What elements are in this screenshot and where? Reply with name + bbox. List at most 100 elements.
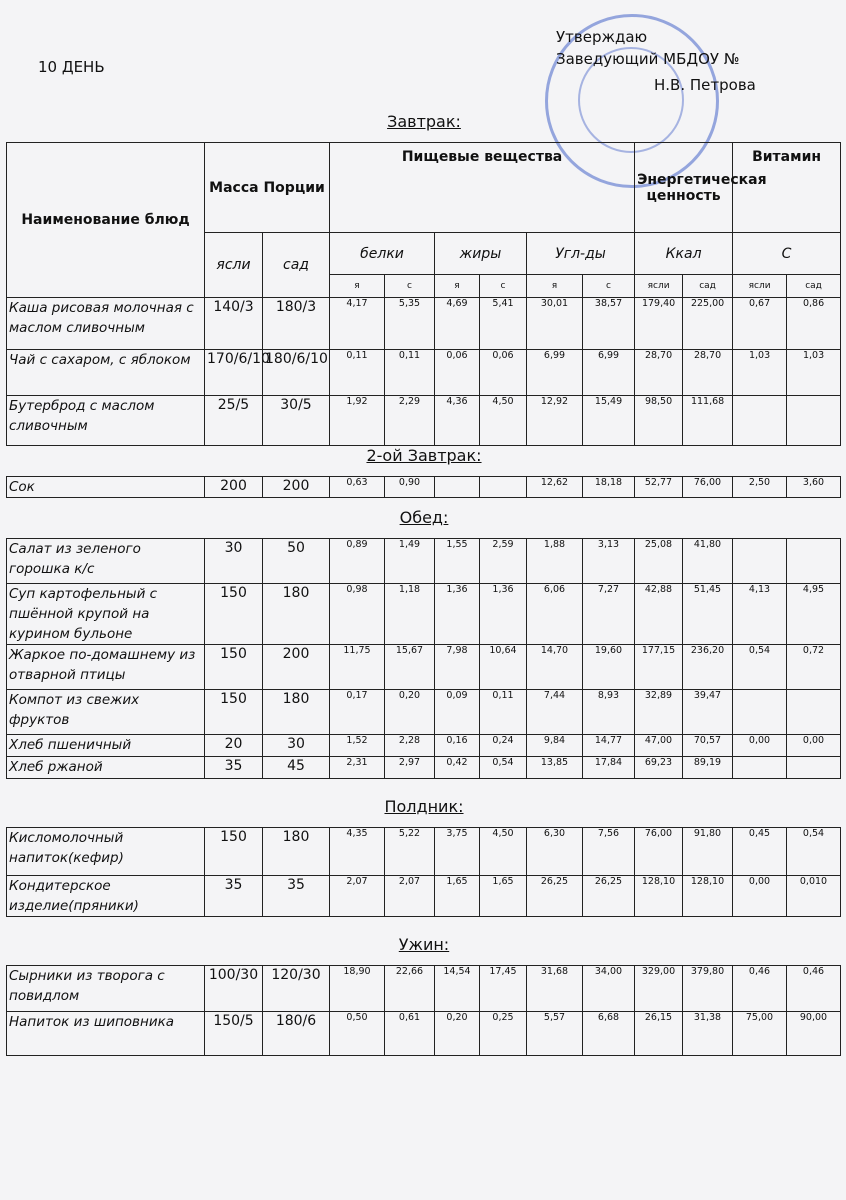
menu-table: Сырники из творога с повидлом 100/30 120/3… bbox=[6, 965, 841, 1056]
menu-table: Салат из зеленого горошка к/с 30 50 0,89 1,4… bbox=[6, 538, 841, 779]
cell-text: 150/5 bbox=[213, 1013, 254, 1029]
dish-mass: 180 bbox=[262, 583, 330, 645]
cell-text: 17,45 bbox=[489, 966, 517, 977]
dish-value: 1,03 bbox=[732, 349, 788, 396]
dish-value: 14,54 bbox=[434, 965, 480, 1012]
dish-value: 2,31 bbox=[329, 756, 385, 779]
dish-value: 0,45 bbox=[732, 827, 787, 876]
dish-value bbox=[732, 538, 787, 584]
dish-mass: 180 bbox=[262, 827, 330, 876]
dish-value: 25,08 bbox=[634, 538, 683, 584]
dish-value: 4,50 bbox=[479, 395, 527, 446]
dish-value: 2,28 bbox=[384, 734, 435, 757]
header-sub: я bbox=[434, 274, 480, 298]
signer: Н.В. Петрова bbox=[654, 76, 756, 94]
cell-text: 76,00 bbox=[644, 828, 673, 839]
dish-value: 76,00 bbox=[634, 827, 683, 876]
cell-text: 34,00 bbox=[594, 966, 623, 977]
dish-value: 3,60 bbox=[786, 476, 841, 498]
cell-text: 4,95 bbox=[802, 584, 825, 595]
cell-text: 42,88 bbox=[644, 584, 673, 595]
dish-row: Жаркое по-домашнему из отварной птицы 150… bbox=[6, 644, 841, 690]
cell-text: 91,80 bbox=[693, 828, 722, 839]
cell-text: 1,36 bbox=[492, 584, 514, 595]
section-title: Обед: bbox=[399, 508, 449, 527]
dish-mass: 35 bbox=[262, 875, 330, 917]
cell-text: 7,44 bbox=[543, 690, 566, 701]
cell-text: 0,25 bbox=[492, 1012, 514, 1023]
dish-value: 28,70 bbox=[682, 349, 734, 396]
dish-value: 26,25 bbox=[526, 875, 583, 917]
cell-text: 10,64 bbox=[489, 645, 517, 656]
dish-value: 128,10 bbox=[682, 875, 733, 917]
cell-text: 1,65 bbox=[492, 876, 514, 887]
dish-value: 42,88 bbox=[634, 583, 683, 645]
section-title: Завтрак: bbox=[387, 112, 461, 131]
dish-mass: 180/6/10 bbox=[262, 349, 330, 396]
dish-value: 236,20 bbox=[682, 644, 733, 690]
cell-text: 180 bbox=[282, 829, 310, 845]
dish-mass: 140/3 bbox=[204, 297, 263, 350]
dish-name: Каша рисовая молочная с маслом сливочным bbox=[6, 297, 205, 350]
header-group: Ккал bbox=[634, 232, 734, 275]
cell-text: 12,92 bbox=[540, 396, 569, 407]
dish-value: 8,93 bbox=[582, 689, 635, 735]
dish-value: 7,56 bbox=[582, 827, 635, 876]
cell-text: 35 bbox=[224, 877, 243, 893]
header-row: я с я с я с ясли сад ясли сад bbox=[7, 274, 842, 298]
cell-text: 200 bbox=[282, 478, 310, 494]
dish-mass: 120/30 bbox=[262, 965, 330, 1012]
dish-value: 14,70 bbox=[526, 644, 583, 690]
dish-value: 13,85 bbox=[526, 756, 583, 779]
dish-value: 0,11 bbox=[384, 349, 435, 396]
cell-text: 7,98 bbox=[446, 645, 468, 656]
cell-text: 26,15 bbox=[644, 1012, 673, 1023]
cell-text: 41,80 bbox=[693, 539, 722, 550]
cell-text: 15,67 bbox=[395, 645, 424, 656]
cell-text: 150 bbox=[220, 646, 247, 662]
cell-text: 0,20 bbox=[446, 1012, 468, 1023]
dish-value: 379,80 bbox=[682, 965, 733, 1012]
dish-value: 91,80 bbox=[682, 827, 733, 876]
cell-text: 17,84 bbox=[594, 757, 623, 768]
dish-value: 0,54 bbox=[479, 756, 527, 779]
dish-value: 225,00 bbox=[682, 297, 734, 350]
cell-text: 0,06 bbox=[446, 350, 468, 361]
dish-value: 1,36 bbox=[434, 583, 480, 645]
header-sub: с bbox=[479, 274, 527, 298]
dish-value: 90,00 bbox=[786, 1011, 841, 1056]
cell-text: 30,01 bbox=[540, 298, 569, 309]
cell-text: 31,38 bbox=[693, 1012, 722, 1023]
dish-row: Салат из зеленого горошка к/с 30 50 0,89 1,4… bbox=[6, 538, 841, 584]
cell-text: 6,30 bbox=[543, 828, 566, 839]
cell-text: 0,06 bbox=[492, 350, 514, 361]
dish-value: 1,65 bbox=[434, 875, 480, 917]
dish-name: Напиток из шиповника bbox=[6, 1011, 205, 1056]
dish-value: 1,36 bbox=[479, 583, 527, 645]
dish-value: 0,00 bbox=[786, 734, 841, 757]
header-sub: ясли bbox=[634, 274, 684, 298]
dish-value: 18,18 bbox=[582, 476, 635, 498]
dish-value: 3,75 bbox=[434, 827, 480, 876]
cell-text: 4,69 bbox=[446, 298, 468, 309]
cell-text: 38,57 bbox=[594, 298, 623, 309]
dish-value bbox=[786, 689, 841, 735]
dish-value: 2,59 bbox=[479, 538, 527, 584]
cell-text: 2,07 bbox=[398, 876, 421, 887]
dish-mass: 170/6/10 bbox=[204, 349, 270, 396]
dish-value: 32,89 bbox=[634, 689, 683, 735]
dish-value: 26,15 bbox=[634, 1011, 683, 1056]
dish-mass: 180/3 bbox=[262, 297, 330, 350]
dish-value: 0,00 bbox=[732, 875, 787, 917]
cell-text: 180/6/10 bbox=[265, 351, 328, 367]
cell-text: 4,35 bbox=[346, 828, 368, 839]
dish-mass: 200 bbox=[262, 644, 330, 690]
cell-text: 7,27 bbox=[597, 584, 620, 595]
dish-value: 2,07 bbox=[329, 875, 385, 917]
dish-value: 70,57 bbox=[682, 734, 733, 757]
dish-value: 6,99 bbox=[581, 349, 636, 396]
cell-text: 4,36 bbox=[446, 396, 468, 407]
sections: Завтрак: Наименование блюд Масса Порции Пищ… bbox=[6, 112, 842, 1056]
header-row: ясли сад белки жиры Угл-ды Ккал С bbox=[7, 232, 842, 298]
dish-value: 0,06 bbox=[434, 349, 480, 396]
